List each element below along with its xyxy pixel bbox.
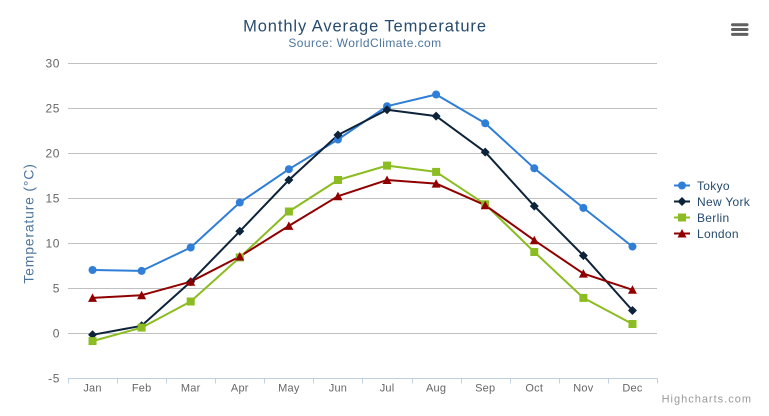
svg-text:Monthly Average Temperature: Monthly Average Temperature [243,17,487,35]
svg-text:Oct: Oct [525,383,543,395]
svg-text:Temperature (°C): Temperature (°C) [21,163,37,283]
svg-text:Mar: Mar [181,383,201,395]
svg-text:10: 10 [45,236,60,250]
svg-text:0: 0 [53,326,60,340]
svg-text:Jan: Jan [83,383,101,395]
svg-text:May: May [278,383,300,395]
svg-text:Dec: Dec [622,383,642,395]
svg-text:-5: -5 [48,371,60,385]
svg-text:Highcharts.com: Highcharts.com [662,394,752,406]
svg-text:15: 15 [45,191,60,205]
svg-text:Nov: Nov [573,383,593,395]
svg-text:Apr: Apr [231,383,249,395]
svg-text:New York: New York [697,195,751,209]
svg-text:5: 5 [53,281,60,295]
svg-text:Aug: Aug [426,383,446,395]
svg-text:Jun: Jun [329,383,347,395]
svg-text:Sep: Sep [475,383,495,395]
svg-text:Berlin: Berlin [697,211,729,225]
svg-text:Tokyo: Tokyo [697,179,730,193]
svg-text:Source: WorldClimate.com: Source: WorldClimate.com [288,36,441,50]
svg-text:30: 30 [45,56,60,70]
svg-text:25: 25 [45,101,60,115]
svg-text:London: London [697,227,739,241]
svg-text:Feb: Feb [132,383,152,395]
svg-text:20: 20 [45,146,60,160]
svg-text:Jul: Jul [380,383,395,395]
